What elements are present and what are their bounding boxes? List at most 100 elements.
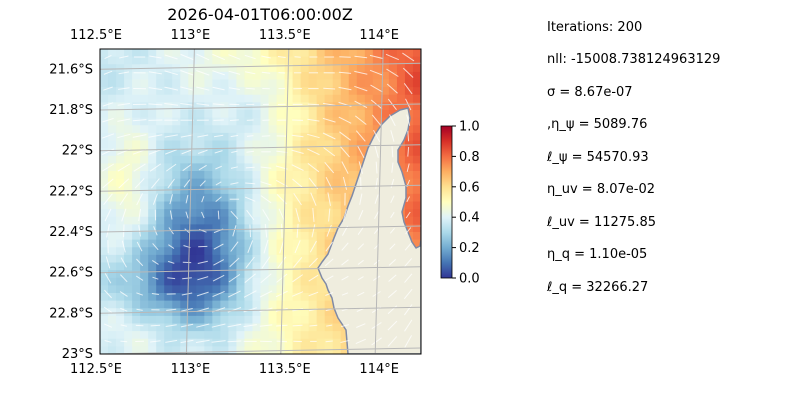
heatmap-cell: [212, 79, 221, 88]
heatmap-cell: [412, 201, 421, 210]
heatmap-cell: [300, 64, 310, 73]
heatmap-cell: [404, 216, 414, 225]
velocity-arrow: [387, 305, 398, 315]
colorbar-tick-label: 0.6: [459, 180, 480, 195]
heatmap-cell: [108, 247, 117, 256]
heatmap-cell: [292, 315, 302, 324]
heatmap-cell: [164, 193, 173, 202]
heatmap-cell: [148, 270, 157, 279]
heatmap-cell: [220, 71, 229, 80]
velocity-arrow: [212, 53, 225, 61]
heatmap-cell: [140, 247, 149, 256]
heatmap-cell: [204, 232, 213, 241]
heatmap-cell: [236, 71, 245, 80]
colorbar: 0.00.20.40.60.81.0: [440, 120, 480, 287]
heatmap-cell: [156, 300, 165, 309]
velocity-arrow: [152, 259, 159, 265]
heatmap-cell: [204, 262, 213, 271]
heatmap-cell: [164, 71, 173, 80]
velocity-arrow: [119, 55, 129, 59]
heatmap-cell: [124, 346, 133, 354]
heatmap-cell: [180, 209, 189, 218]
velocity-arrow: [165, 324, 177, 327]
heatmap-cell: [148, 193, 157, 202]
heatmap-cell: [404, 148, 414, 157]
heatmap-cell: [164, 216, 173, 225]
heatmap-cell: [292, 300, 302, 309]
heatmap-cell: [108, 193, 117, 202]
heatmap-cell: [308, 110, 318, 119]
velocity-arrow: [213, 243, 224, 250]
heatmap-cell: [108, 71, 117, 80]
heatmap-cell: [124, 232, 133, 241]
heatmap-cell: [188, 71, 197, 80]
heatmap-cell: [116, 216, 125, 225]
heatmap-cell: [164, 232, 173, 241]
velocity-arrow: [228, 273, 241, 283]
heatmap-cell: [332, 64, 342, 73]
heatmap-cell: [196, 247, 205, 256]
velocity-arrow: [148, 134, 163, 138]
heatmap-cell: [164, 56, 173, 65]
velocity-arrow: [373, 259, 380, 265]
heatmap-cell: [156, 209, 165, 218]
velocity-arrow: [151, 293, 159, 295]
heatmap-cell: [412, 209, 421, 218]
map-title: 2026-04-01T06:00:00Z: [167, 5, 353, 24]
heatmap-cell: [180, 186, 189, 195]
heatmap-cell: [180, 171, 189, 180]
velocity-arrow: [407, 146, 410, 157]
velocity-arrow: [166, 163, 177, 172]
heatmap-cell: [204, 140, 213, 149]
velocity-arrow: [195, 339, 210, 343]
heatmap-cell: [308, 331, 318, 340]
heatmap-cell: [292, 338, 302, 347]
heatmap-cell: [284, 155, 294, 164]
heatmap-cell: [212, 293, 221, 302]
velocity-arrow: [402, 52, 415, 62]
heatmap-cell: [276, 110, 285, 119]
heatmap-cell: [300, 323, 310, 332]
heatmap-cell: [220, 178, 229, 187]
heatmap-cell: [100, 163, 109, 172]
heatmap-cell: [340, 56, 350, 65]
velocity-arrow: [390, 211, 395, 219]
heatmap-cell: [316, 239, 326, 248]
x-tick-label-top: 114°E: [359, 28, 399, 43]
velocity-arrow: [164, 103, 179, 106]
heatmap-cell: [260, 132, 269, 141]
heatmap-cell: [372, 94, 382, 103]
heatmap-cell: [124, 94, 133, 103]
heatmap-cell: [172, 315, 181, 324]
heatmap-cell: [188, 239, 197, 248]
heatmap-cell: [212, 300, 221, 309]
heatmap-cell: [188, 163, 197, 172]
heatmap-cell: [292, 308, 302, 317]
heatmap-cell: [180, 216, 189, 225]
heatmap-cell: [276, 64, 285, 73]
heatmap-cell: [204, 132, 213, 141]
heatmap-cell: [140, 224, 149, 233]
heatmap-cell: [148, 163, 157, 172]
heatmap-cell: [100, 186, 109, 195]
velocity-arrow: [212, 70, 225, 76]
heatmap-cell: [364, 117, 374, 126]
heatmap-cell: [284, 315, 294, 324]
heatmap-cell: [132, 155, 141, 164]
heatmap-cell: [228, 125, 237, 134]
heatmap-cell: [260, 285, 269, 294]
heatmap-cell: [244, 94, 253, 103]
heatmap-cell: [132, 117, 141, 126]
heatmap-cell: [372, 64, 382, 73]
heatmap-cell: [268, 125, 277, 134]
velocity-arrow: [404, 335, 413, 348]
heatmap-cell: [396, 87, 406, 96]
velocity-arrow: [165, 339, 178, 343]
heatmap-cell: [108, 239, 117, 248]
heatmap-cell: [156, 331, 165, 340]
velocity-arrow: [324, 275, 334, 282]
heatmap-cell: [236, 308, 245, 317]
heatmap-cell: [196, 140, 205, 149]
velocity-arrow: [119, 193, 129, 206]
heatmap-cell: [140, 300, 149, 309]
